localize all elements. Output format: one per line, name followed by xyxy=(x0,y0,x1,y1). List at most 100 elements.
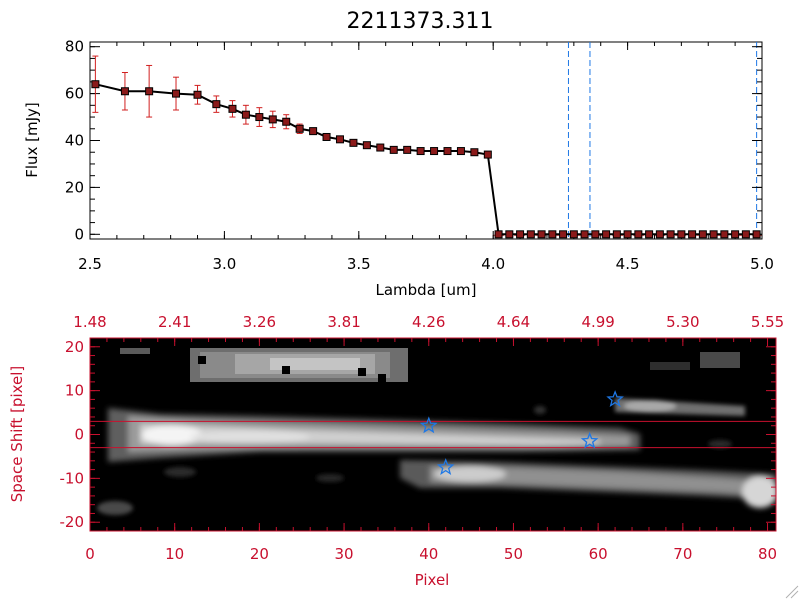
spectrum-data-point xyxy=(322,132,331,141)
source-star-marker xyxy=(580,431,599,449)
spectrum-y-tick-label: 0 xyxy=(74,225,84,243)
spectrum-data-point xyxy=(91,80,100,89)
faint-blobs xyxy=(97,406,732,515)
spectrum-data-point xyxy=(295,124,304,133)
spectrum-data-point xyxy=(516,230,525,239)
spectrum-data-point xyxy=(389,145,398,154)
spectrum-data-point xyxy=(645,230,654,239)
image-top-x-tick-label: 2.41 xyxy=(158,313,191,331)
spectrum-data-point xyxy=(720,230,729,239)
spectrum-data-point xyxy=(655,230,664,239)
spectrum-data-point xyxy=(731,230,740,239)
spectrum-data-point xyxy=(602,230,611,239)
upper-source-trace xyxy=(120,348,740,382)
spectrum-data-point xyxy=(709,230,718,239)
spectrum-data-point xyxy=(120,87,129,96)
spectrum-x-tick-label: 3.0 xyxy=(212,255,236,273)
spectrum-data-point xyxy=(145,87,154,96)
image-x-tick-label: 40 xyxy=(419,545,438,563)
spectrum-data-point xyxy=(666,230,675,239)
spectrum-data-point xyxy=(376,143,385,152)
source-star-marker xyxy=(436,458,455,475)
spectrum-marker-lines xyxy=(493,42,762,239)
spectrum-data-point xyxy=(580,230,589,239)
spectrum-y-axis-label: Flux [mJy] xyxy=(23,102,41,178)
spectrum-data-point xyxy=(212,100,221,109)
spectrum-data-point xyxy=(483,150,492,159)
spectrum-x-tick-label: 4.5 xyxy=(616,255,640,273)
spectrum-data-point xyxy=(698,230,707,239)
spectral-image-plot: 0 10 20 30 40 50 60 70 80 1.48 2.41 3.26 3.81 4.26 4.6… xyxy=(8,313,784,589)
spectrum-data-point xyxy=(172,89,181,98)
spectrum-x-axis-label: Lambda [um] xyxy=(376,281,477,299)
spectrum-data-point xyxy=(241,110,250,119)
image-top-x-tick-label: 4.99 xyxy=(581,313,614,331)
resize-grip-icon[interactable] xyxy=(785,585,799,599)
spectrum-data-point xyxy=(470,148,479,157)
chart-title: 2211373.311 xyxy=(347,9,494,34)
source-star-marker xyxy=(419,416,438,434)
image-x-tick-label: 20 xyxy=(250,545,269,563)
spectrum-data-point xyxy=(430,147,439,156)
spectrum-data-point xyxy=(268,115,277,124)
spectral-image-axis-ticks: 0 10 20 30 40 50 60 70 80 1.48 2.41 3.26 3.81 4.26 4.6… xyxy=(60,313,785,563)
spectrum-y-tick-label: 80 xyxy=(65,38,84,56)
spectral-image xyxy=(90,348,776,515)
image-x-tick-label: 30 xyxy=(335,545,354,563)
spectrum-data-point xyxy=(752,230,761,239)
spectrum-data-point xyxy=(548,230,557,239)
spectrum-data-point xyxy=(688,230,697,239)
spectrum-x-tick-label: 3.5 xyxy=(347,255,371,273)
spectrum-data-point xyxy=(335,135,344,144)
spectrum-data-point xyxy=(677,230,686,239)
image-top-x-tick-label: 1.48 xyxy=(73,313,106,331)
spectrum-y-tick-label: 60 xyxy=(65,85,84,103)
right-source-trace xyxy=(615,398,745,416)
spectrum-data-point xyxy=(255,113,264,122)
image-top-x-tick-label: 3.81 xyxy=(327,313,360,331)
image-top-x-tick-label: 4.26 xyxy=(412,313,445,331)
spectrum-data-point xyxy=(505,230,514,239)
spectrum-data-point xyxy=(456,147,465,156)
spectrum-data-point xyxy=(416,147,425,156)
image-x-tick-label: 60 xyxy=(589,545,608,563)
spectrum-x-tick-label: 2.5 xyxy=(78,255,102,273)
source-star-markers xyxy=(419,390,624,475)
image-x-tick-label: 50 xyxy=(504,545,523,563)
spectrum-x-tick-label: 5.0 xyxy=(750,255,774,273)
image-y-tick-label: -10 xyxy=(60,469,85,487)
extraction-aperture-lines xyxy=(90,420,776,449)
spectrum-axis-ticks: 2.5 3.0 3.5 4.0 4.5 5.0 0 20 40 60 80 xyxy=(65,38,774,273)
spectrum-data-point xyxy=(403,145,412,154)
image-top-x-tick-label: 5.30 xyxy=(666,313,699,331)
spectrum-data-point xyxy=(443,147,452,156)
spectral-image-x-axis-label: Pixel xyxy=(415,571,450,589)
image-x-tick-label: 0 xyxy=(85,545,95,563)
spectrum-data-point xyxy=(559,230,568,239)
spectrum-data-point xyxy=(569,230,578,239)
spectrum-series xyxy=(91,55,761,239)
spectrum-data-point xyxy=(494,230,503,239)
spectrum-data-point xyxy=(634,230,643,239)
spectrum-data-point xyxy=(526,230,535,239)
spectrum-data-point xyxy=(349,138,358,147)
source-star-marker xyxy=(606,390,624,407)
spectrum-plot-frame xyxy=(89,41,763,240)
spectrum-y-tick-label: 20 xyxy=(65,178,84,196)
spectrum-data-point xyxy=(591,230,600,239)
spectrum-data-point xyxy=(193,90,202,99)
lower-source-trace xyxy=(400,460,776,508)
image-x-tick-label: 10 xyxy=(165,545,184,563)
image-y-tick-label: 20 xyxy=(65,338,84,356)
spectrum-data-point xyxy=(612,230,621,239)
image-x-tick-label: 70 xyxy=(673,545,692,563)
spectrum-y-tick-label: 40 xyxy=(65,132,84,150)
spectral-image-y-axis-label: Space Shift [pixel] xyxy=(8,366,26,503)
spectrum-data-point xyxy=(741,230,750,239)
spectrum-data-point xyxy=(362,141,371,150)
image-top-x-tick-label: 3.26 xyxy=(243,313,276,331)
spectrum-data-point xyxy=(623,230,632,239)
